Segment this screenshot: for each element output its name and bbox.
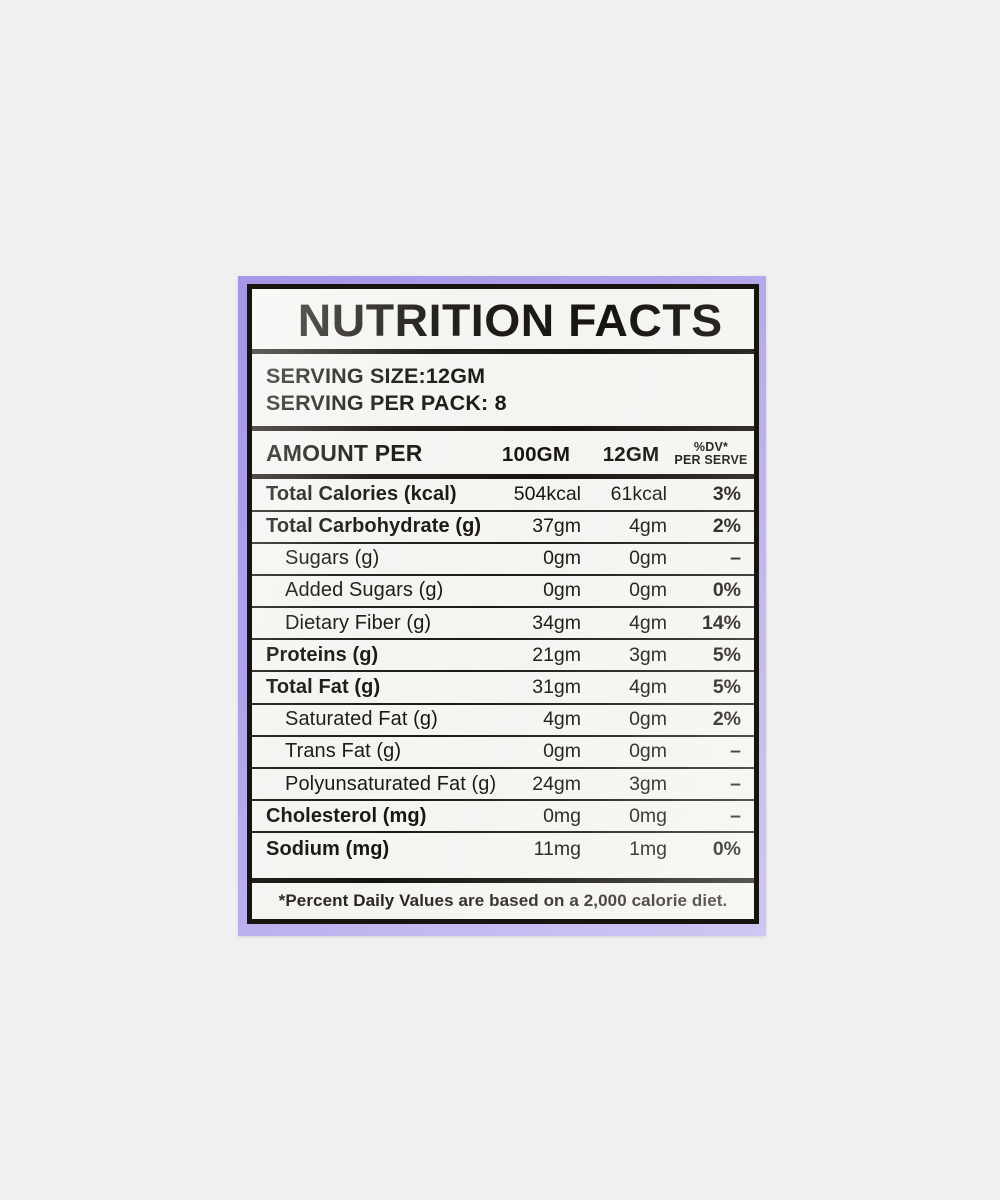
- table-row: Dietary Fiber (g) 34gm 4gm 14%: [252, 608, 754, 641]
- nutrient-daily-value: –: [730, 547, 741, 570]
- nutrient-value-100gm: 24gm: [532, 772, 581, 795]
- nutrient-daily-value: –: [730, 804, 741, 827]
- nutrient-label: Proteins (g): [266, 643, 379, 666]
- serving-per-pack-line: SERVING PER PACK: 8: [266, 390, 507, 415]
- nutrient-daily-value: 14%: [701, 611, 741, 634]
- header-col-12gm: 12GM: [602, 443, 660, 467]
- nutrient-daily-value: –: [730, 772, 741, 795]
- nutrient-label: Polyunsaturated Fat (g): [285, 772, 497, 795]
- table-row: Polyunsaturated Fat (g) 24gm 3gm –: [252, 769, 754, 802]
- nutrient-value-12gm: 3gm: [629, 643, 667, 666]
- table-row: Sugars (g) 0gm 0gm –: [252, 544, 754, 576]
- nutrient-value-100gm: 37gm: [532, 515, 581, 538]
- title-band: NUTRITION FACTS: [252, 289, 754, 349]
- nutrient-label: Total Calories (kcal): [266, 482, 457, 505]
- nutrient-label: Added Sugars (g): [285, 579, 444, 602]
- table-row: Sodium (mg) 11mg 1mg 0%: [252, 833, 754, 865]
- nutrient-value-100gm: 0gm: [543, 740, 581, 763]
- nutrient-value-12gm: 0gm: [629, 740, 667, 763]
- table-column-header: AMOUNT PER 100GM 12GM %DV* PER SERVE: [252, 431, 754, 475]
- header-dv-percent: %DV*: [693, 440, 729, 455]
- divider-under-title: [252, 349, 754, 354]
- page-title: NUTRITION FACTS: [297, 295, 723, 346]
- nutrient-value-100gm: 11mg: [533, 837, 581, 860]
- nutrient-daily-value: 5%: [712, 676, 741, 699]
- nutrient-value-12gm: 61kcal: [610, 482, 667, 505]
- nutrient-label: Dietary Fiber (g): [285, 611, 432, 634]
- nutrient-rows: Total Calories (kcal) 504kcal 61kcal 3% Tota…: [252, 479, 754, 878]
- divider-under-column-header: [252, 474, 754, 480]
- nutrition-label-sticker: NUTRITION FACTS SERVING SIZE:12GM SERVIN…: [238, 276, 766, 936]
- nutrient-value-100gm: 34gm: [532, 611, 581, 634]
- nutrient-value-100gm: 21gm: [532, 643, 581, 666]
- divider-under-serving-info: [252, 426, 754, 432]
- nutrient-value-12gm: 0gm: [629, 708, 667, 731]
- nutrient-daily-value: 0%: [712, 579, 741, 602]
- nutrient-value-100gm: 0mg: [543, 804, 581, 827]
- nutrient-daily-value: 3%: [712, 482, 741, 505]
- footnote-band: *Percent Daily Values are based on a 2,0…: [252, 883, 754, 919]
- divider-above-footnote: [252, 878, 754, 883]
- nutrient-label: Trans Fat (g): [285, 740, 402, 763]
- table-row: Trans Fat (g) 0gm 0gm –: [252, 737, 754, 769]
- serving-size-line: SERVING SIZE:12GM: [266, 364, 486, 388]
- nutrient-value-12gm: 0mg: [629, 804, 667, 827]
- serving-info-block: SERVING SIZE:12GM SERVING PER PACK: 8: [252, 354, 754, 427]
- nutrient-value-100gm: 31gm: [532, 676, 581, 699]
- table-row: Cholesterol (mg) 0mg 0mg –: [252, 801, 754, 834]
- daily-value-footnote: *Percent Daily Values are based on a 2,0…: [278, 891, 728, 910]
- nutrient-value-100gm: 0gm: [543, 579, 581, 602]
- nutrient-daily-value: 5%: [712, 643, 741, 666]
- header-dv-per-serve: PER SERVE: [674, 453, 748, 468]
- table-row: Total Carbohydrate (g) 37gm 4gm 2%: [252, 512, 754, 544]
- nutrient-value-12gm: 1mg: [629, 837, 667, 860]
- nutrient-daily-value: 2%: [712, 708, 741, 731]
- nutrient-label: Total Fat (g): [266, 676, 381, 699]
- table-row: Saturated Fat (g) 4gm 0gm 2%: [252, 705, 754, 737]
- header-amount-per: AMOUNT PER: [266, 440, 423, 467]
- nutrient-label: Saturated Fat (g): [285, 708, 438, 731]
- nutrient-label: Sodium (mg): [266, 837, 390, 860]
- nutrient-daily-value: –: [730, 740, 741, 763]
- nutrient-label: Total Carbohydrate (g): [266, 515, 482, 538]
- nutrient-value-12gm: 0gm: [629, 547, 667, 570]
- nutrient-value-100gm: 504kcal: [513, 482, 581, 505]
- nutrient-label: Cholesterol (mg): [266, 804, 427, 827]
- table-row: Total Fat (g) 31gm 4gm 5%: [252, 672, 754, 705]
- nutrient-value-100gm: 4gm: [543, 708, 581, 731]
- header-col-daily-value: %DV* PER SERVE: [674, 441, 748, 467]
- nutrient-value-12gm: 0gm: [629, 579, 667, 602]
- nutrient-value-12gm: 3gm: [629, 772, 667, 795]
- nutrient-value-12gm: 4gm: [629, 611, 667, 634]
- table-row: Added Sugars (g) 0gm 0gm 0%: [252, 576, 754, 609]
- nutrient-value-12gm: 4gm: [629, 515, 667, 538]
- nutrient-value-100gm: 0gm: [543, 547, 581, 570]
- table-row: Total Calories (kcal) 504kcal 61kcal 3%: [252, 479, 754, 512]
- nutrition-facts-panel: NUTRITION FACTS SERVING SIZE:12GM SERVIN…: [247, 284, 759, 924]
- table-row: Proteins (g) 21gm 3gm 5%: [252, 640, 754, 673]
- nutrient-daily-value: 0%: [712, 837, 741, 860]
- nutrient-label: Sugars (g): [285, 547, 380, 570]
- header-col-100gm: 100GM: [501, 443, 571, 467]
- nutrient-daily-value: 2%: [712, 515, 741, 538]
- nutrient-value-12gm: 4gm: [629, 676, 667, 699]
